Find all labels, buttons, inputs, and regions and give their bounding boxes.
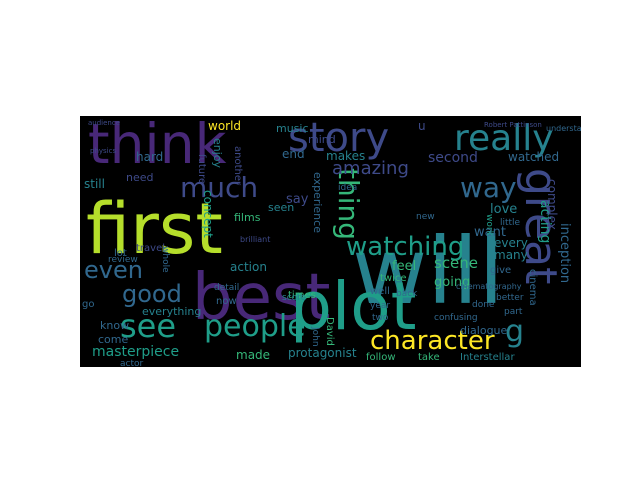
cloud-word-understand: understand xyxy=(546,124,581,133)
cloud-word-new: new xyxy=(416,212,435,222)
cloud-word-hard: hard xyxy=(136,150,164,164)
cloud-word-inception: inception xyxy=(557,223,572,284)
cloud-word-makes: makes xyxy=(326,149,366,163)
cloud-word-g: g xyxy=(505,314,525,349)
cloud-word-watching: watching xyxy=(346,232,465,262)
cloud-word-character: character xyxy=(370,326,495,356)
cloud-word-love: love xyxy=(490,202,518,217)
cloud-word-follow: follow xyxy=(366,352,396,363)
cloud-word-think: think xyxy=(88,116,227,176)
cloud-word-way: way xyxy=(460,171,517,204)
cloud-word-give: give xyxy=(490,265,512,276)
cloud-word-idea: idea xyxy=(338,183,358,193)
cloud-word-whole: whole xyxy=(160,246,170,273)
cloud-word-going: going xyxy=(434,275,471,290)
cloud-word-made: made xyxy=(236,348,271,362)
cloud-word-see: see xyxy=(120,307,177,345)
cloud-word-part: part xyxy=(504,307,523,317)
cloud-word-audience: audience xyxy=(88,119,121,127)
cloud-word-people: people xyxy=(204,309,306,344)
cloud-word-need: need xyxy=(126,171,154,184)
cloud-word-want: want xyxy=(474,225,506,240)
cloud-word-plot: plot xyxy=(290,268,417,345)
cloud-word-enjoy: enjoy xyxy=(211,138,224,169)
cloud-word-go: go xyxy=(82,299,95,310)
cloud-word-many: many xyxy=(494,248,528,262)
cloud-word-confusing: confusing xyxy=(434,313,478,323)
cloud-word-films: films xyxy=(234,211,261,224)
cloud-word-future: future xyxy=(196,154,207,185)
cloud-word-best: best xyxy=(192,261,331,335)
cloud-word-travel: travel xyxy=(136,243,166,254)
cloud-word-cinematography: cinematography xyxy=(456,282,522,291)
cloud-word-review: review xyxy=(108,255,138,265)
cloud-word-interstellar: Interstellar xyxy=(460,352,515,363)
cloud-word-detail: detail xyxy=(214,283,240,293)
cloud-word-score: score xyxy=(282,293,307,303)
cloud-word-watched: watched xyxy=(508,150,560,164)
cloud-word-everything: everything xyxy=(142,305,202,318)
cloud-word-concept: concept xyxy=(201,190,215,238)
cloud-word-take: take xyxy=(418,352,440,363)
cloud-word-another: another xyxy=(232,146,243,186)
cloud-word-come: come xyxy=(98,333,129,346)
cloud-word-physics: physics xyxy=(90,147,117,155)
cloud-word-times: times xyxy=(288,290,316,301)
cloud-word-u: u xyxy=(418,119,426,133)
cloud-word-feel: feel xyxy=(392,259,417,274)
cloud-word-now: now xyxy=(216,296,237,307)
cloud-word-done: done xyxy=(472,300,495,310)
cloud-word-actor: actor xyxy=(120,359,144,368)
cloud-word-better: better xyxy=(496,293,524,303)
cloud-word-second: second xyxy=(428,150,478,166)
cloud-word-first: first xyxy=(86,188,223,270)
cloud-word-good: good xyxy=(122,280,182,308)
cloud-word-know: know xyxy=(100,319,130,332)
cloud-word-david: David xyxy=(324,317,335,346)
cloud-word-year: year xyxy=(370,301,391,311)
cloud-word-back: back xyxy=(396,289,418,299)
cloud-word-masterpiece: masterpiece xyxy=(92,344,180,360)
cloud-word-will: will xyxy=(352,218,504,325)
cloud-word-really: really xyxy=(454,118,554,159)
cloud-word-scene: scene xyxy=(434,254,479,272)
cloud-word-two: two xyxy=(372,313,389,323)
cloud-word-still: still xyxy=(84,177,105,191)
cloud-word-john: John xyxy=(310,327,320,347)
cloud-word-mind: mind xyxy=(308,133,336,146)
cloud-word-brilliant: brilliant xyxy=(240,235,271,244)
cloud-word-say: say xyxy=(286,192,309,207)
cloud-word-cinema: cinema xyxy=(527,269,538,306)
cloud-word-twice: twice xyxy=(380,273,407,284)
cloud-word-story: story xyxy=(288,116,390,161)
cloud-word-little: little xyxy=(500,218,521,228)
cloud-word-well: well xyxy=(370,286,390,297)
cloud-word-experience: experience xyxy=(311,172,324,233)
cloud-word-action: action xyxy=(230,260,267,274)
cloud-word-world: world xyxy=(208,119,242,133)
cloud-word-robert-pattinson: Robert Pattinson xyxy=(484,121,542,129)
cloud-word-every: every xyxy=(494,236,528,250)
cloud-word-much: much xyxy=(180,171,259,204)
cloud-word-music: music xyxy=(276,122,309,135)
cloud-word-end: end xyxy=(282,147,305,161)
cloud-word-even: even xyxy=(84,256,143,284)
cloud-word-dialogue: dialogue xyxy=(460,324,508,337)
cloud-word-seen: seen xyxy=(268,201,295,214)
cloud-word-protagonist: protagonist xyxy=(288,346,357,360)
word-cloud: will best first plot think story really great pe… xyxy=(80,116,581,367)
cloud-word-complex: complex xyxy=(545,179,559,230)
cloud-word-amazing: amazing xyxy=(332,158,409,179)
cloud-word-work: work xyxy=(484,214,494,236)
cloud-word-lot: lot xyxy=(114,248,127,259)
